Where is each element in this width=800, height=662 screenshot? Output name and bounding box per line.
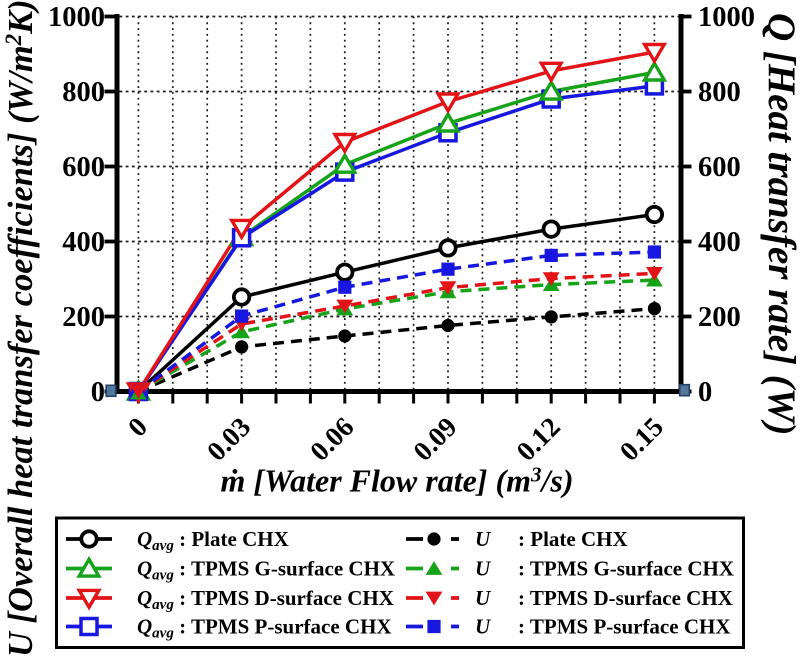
- svg-text:U: U: [475, 586, 492, 610]
- svg-text:Qavg : Plate CHX: Qavg : Plate CHX: [137, 527, 289, 554]
- svg-text:: Plate CHX: : Plate CHX: [518, 527, 628, 551]
- svg-text:: TPMS G-surface CHX: : TPMS G-surface CHX: [518, 557, 734, 581]
- svg-text:800: 800: [62, 77, 105, 108]
- svg-text:200: 200: [62, 302, 105, 333]
- svg-text:U: U: [475, 557, 492, 581]
- svg-text:600: 600: [698, 152, 741, 183]
- svg-text:Qavg : TPMS P-surface CHX: Qavg : TPMS P-surface CHX: [137, 615, 392, 642]
- svg-text:400: 400: [698, 227, 741, 258]
- svg-text:800: 800: [698, 77, 741, 108]
- svg-text:Q [Heat transfer rate] (W): Q [Heat transfer rate] (W): [760, 13, 800, 435]
- svg-text:0: 0: [91, 377, 105, 408]
- svg-text:200: 200: [698, 302, 741, 333]
- svg-text:600: 600: [62, 152, 105, 183]
- svg-text:400: 400: [62, 227, 105, 258]
- svg-text:U: U: [475, 527, 492, 551]
- svg-text:: TPMS D-surface CHX: : TPMS D-surface CHX: [518, 586, 733, 610]
- svg-text:U [Overall heat transfer coeff: U [Overall heat transfer coefficients] (…: [1, 0, 40, 657]
- svg-text:U: U: [475, 615, 492, 639]
- svg-text:Qavg : TPMS G-surface CHX: Qavg : TPMS G-surface CHX: [137, 557, 395, 584]
- svg-text:: TPMS P-surface CHX: : TPMS P-surface CHX: [518, 615, 731, 639]
- svg-text:1000: 1000: [48, 2, 105, 33]
- svg-text:Qavg : TPMS D-surface CHX: Qavg : TPMS D-surface CHX: [137, 586, 394, 613]
- svg-text:0: 0: [698, 377, 712, 408]
- svg-text:1000: 1000: [698, 2, 755, 33]
- svg-text:ṁ [Water Flow rate] (m3/s): ṁ [Water Flow rate] (m3/s): [221, 463, 574, 499]
